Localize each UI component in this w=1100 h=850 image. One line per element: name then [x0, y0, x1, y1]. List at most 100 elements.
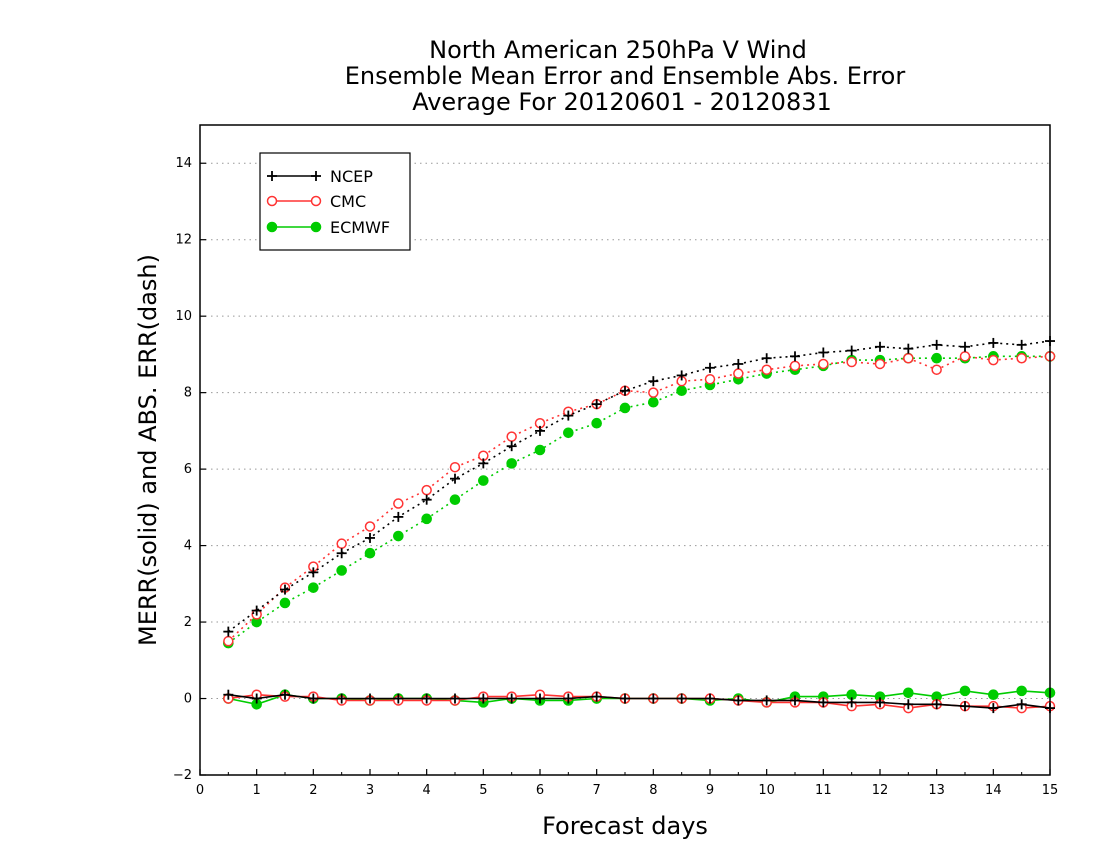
point-ecmwf-dashed — [931, 352, 942, 364]
legend-label-ecmwf: ECMWF — [330, 218, 390, 237]
title-line-1: North American 250hPa V Wind — [429, 36, 807, 64]
x-axis: 0 1 2 3 4 5 6 7 8 9 10 11 12 13 14 15 — [196, 769, 1058, 798]
point-ncep-dashed — [790, 351, 800, 362]
point-ncep-solid — [336, 693, 347, 704]
point-ncep-solid — [931, 699, 942, 710]
point-ncep-dashed — [535, 425, 545, 436]
point-ncep-solid — [790, 695, 800, 706]
point-cmc-dashed — [506, 431, 517, 442]
point-ecmwf-dashed — [336, 565, 347, 576]
title-line-2: Ensemble Mean Error and Ensemble Abs. Er… — [345, 62, 906, 90]
point-ncep-solid — [563, 693, 574, 704]
point-ncep-solid — [450, 693, 460, 704]
point-ncep-dashed — [478, 458, 489, 469]
series-line-ecmwf-solid — [228, 690, 1051, 706]
series-line-ncep-dashed — [227, 340, 1051, 633]
x-axis-label: Forecast days — [542, 812, 708, 840]
point-ecmwf-dashed — [676, 385, 687, 397]
point-ncep-dashed — [818, 347, 829, 358]
point-ecmwf-dashed — [393, 530, 404, 542]
point-ncep-dashed — [308, 567, 319, 578]
point-ncep-dashed — [563, 410, 574, 421]
point-cmc-dashed — [449, 461, 461, 473]
y-tick-label: 8 — [184, 386, 192, 401]
point-ncep-dashed — [365, 532, 375, 543]
y-tick-label: 14 — [175, 156, 192, 171]
legend-marker-cmc — [266, 195, 278, 207]
point-cmc-dashed — [931, 364, 942, 375]
y-tick-label: 10 — [175, 309, 192, 324]
legend-marker-cmc — [310, 195, 322, 207]
point-cmc-dashed — [903, 352, 914, 364]
point-ncep-dashed — [988, 337, 999, 348]
point-ncep-solid — [393, 693, 404, 704]
y-tick-label: 6 — [184, 462, 192, 477]
point-ncep-solid — [478, 693, 489, 704]
point-cmc-dashed — [846, 356, 857, 368]
point-ncep-dashed — [648, 376, 659, 387]
point-ncep-solid — [591, 691, 602, 702]
point-ecmwf-solid — [959, 685, 971, 697]
point-ecmwf-dashed — [308, 582, 319, 593]
point-ncep-solid — [648, 693, 659, 704]
point-cmc-dashed — [733, 368, 744, 379]
point-ncep-dashed — [846, 345, 857, 356]
point-ncep-solid — [1016, 699, 1027, 710]
point-cmc-dashed — [393, 498, 404, 509]
point-ncep-dashed — [875, 341, 885, 352]
point-ncep-solid — [223, 689, 234, 700]
y-axis-label: MERR(solid) and ABS. ERR(dash) — [134, 254, 162, 646]
legend: NCEP CMC ECMWF — [259, 152, 411, 251]
point-ncep-solid — [960, 701, 970, 712]
point-ncep-dashed — [336, 548, 347, 559]
point-ncep-solid — [733, 695, 744, 706]
x-tick-label: 8 — [649, 783, 657, 798]
point-ncep-solid — [676, 693, 687, 704]
point-ecmwf-dashed — [506, 458, 517, 469]
x-tick-label: 7 — [593, 783, 601, 798]
point-ncep-solid — [506, 693, 517, 704]
point-ncep-solid — [280, 689, 290, 700]
legend-marker-ecmwf — [310, 221, 322, 233]
point-cmc-dashed — [336, 538, 347, 549]
y-tick-label: 2 — [184, 615, 192, 630]
y-tick-label: 0 — [184, 692, 192, 707]
x-tick-label: 3 — [366, 783, 374, 798]
x-tick-label: 15 — [1042, 783, 1059, 798]
point-cmc-dashed — [874, 358, 886, 370]
x-tick-label: 12 — [872, 783, 889, 798]
point-ncep-dashed — [903, 343, 914, 354]
point-cmc-dashed — [988, 354, 999, 366]
point-ncep-solid — [308, 693, 319, 704]
point-ecmwf-solid — [988, 689, 999, 701]
point-ecmwf-dashed — [534, 444, 546, 456]
series-line-cmc-solid — [228, 693, 1051, 709]
point-cmc-dashed — [1016, 352, 1027, 364]
point-ncep-dashed — [960, 341, 970, 352]
point-ncep-dashed — [733, 358, 744, 369]
x-tick-label: 5 — [479, 783, 487, 798]
legend-marker-ncep — [267, 171, 277, 181]
point-ecmwf-dashed — [563, 427, 574, 439]
point-cmc-dashed — [223, 635, 234, 647]
point-ncep-dashed — [506, 441, 517, 452]
point-ncep-solid — [846, 697, 857, 708]
legend-marker-ncep — [311, 171, 321, 181]
point-cmc-dashed — [704, 374, 716, 385]
point-ncep-dashed — [251, 605, 262, 616]
point-ncep-solid — [875, 697, 885, 708]
point-ncep-solid — [365, 693, 375, 704]
point-ncep-dashed — [1016, 339, 1027, 350]
point-ncep-dashed — [280, 584, 290, 595]
x-tick-label: 0 — [196, 783, 204, 798]
point-ecmwf-dashed — [421, 513, 432, 525]
x-tick-label: 9 — [706, 783, 714, 798]
point-ncep-dashed — [676, 370, 687, 381]
point-ecmwf-dashed — [619, 402, 631, 414]
x-tick-label: 13 — [928, 783, 945, 798]
point-cmc-dashed — [761, 364, 772, 375]
series-layer — [223, 336, 1056, 714]
point-ncep-dashed — [761, 353, 772, 364]
series-line-cmc-dashed — [227, 355, 1051, 642]
